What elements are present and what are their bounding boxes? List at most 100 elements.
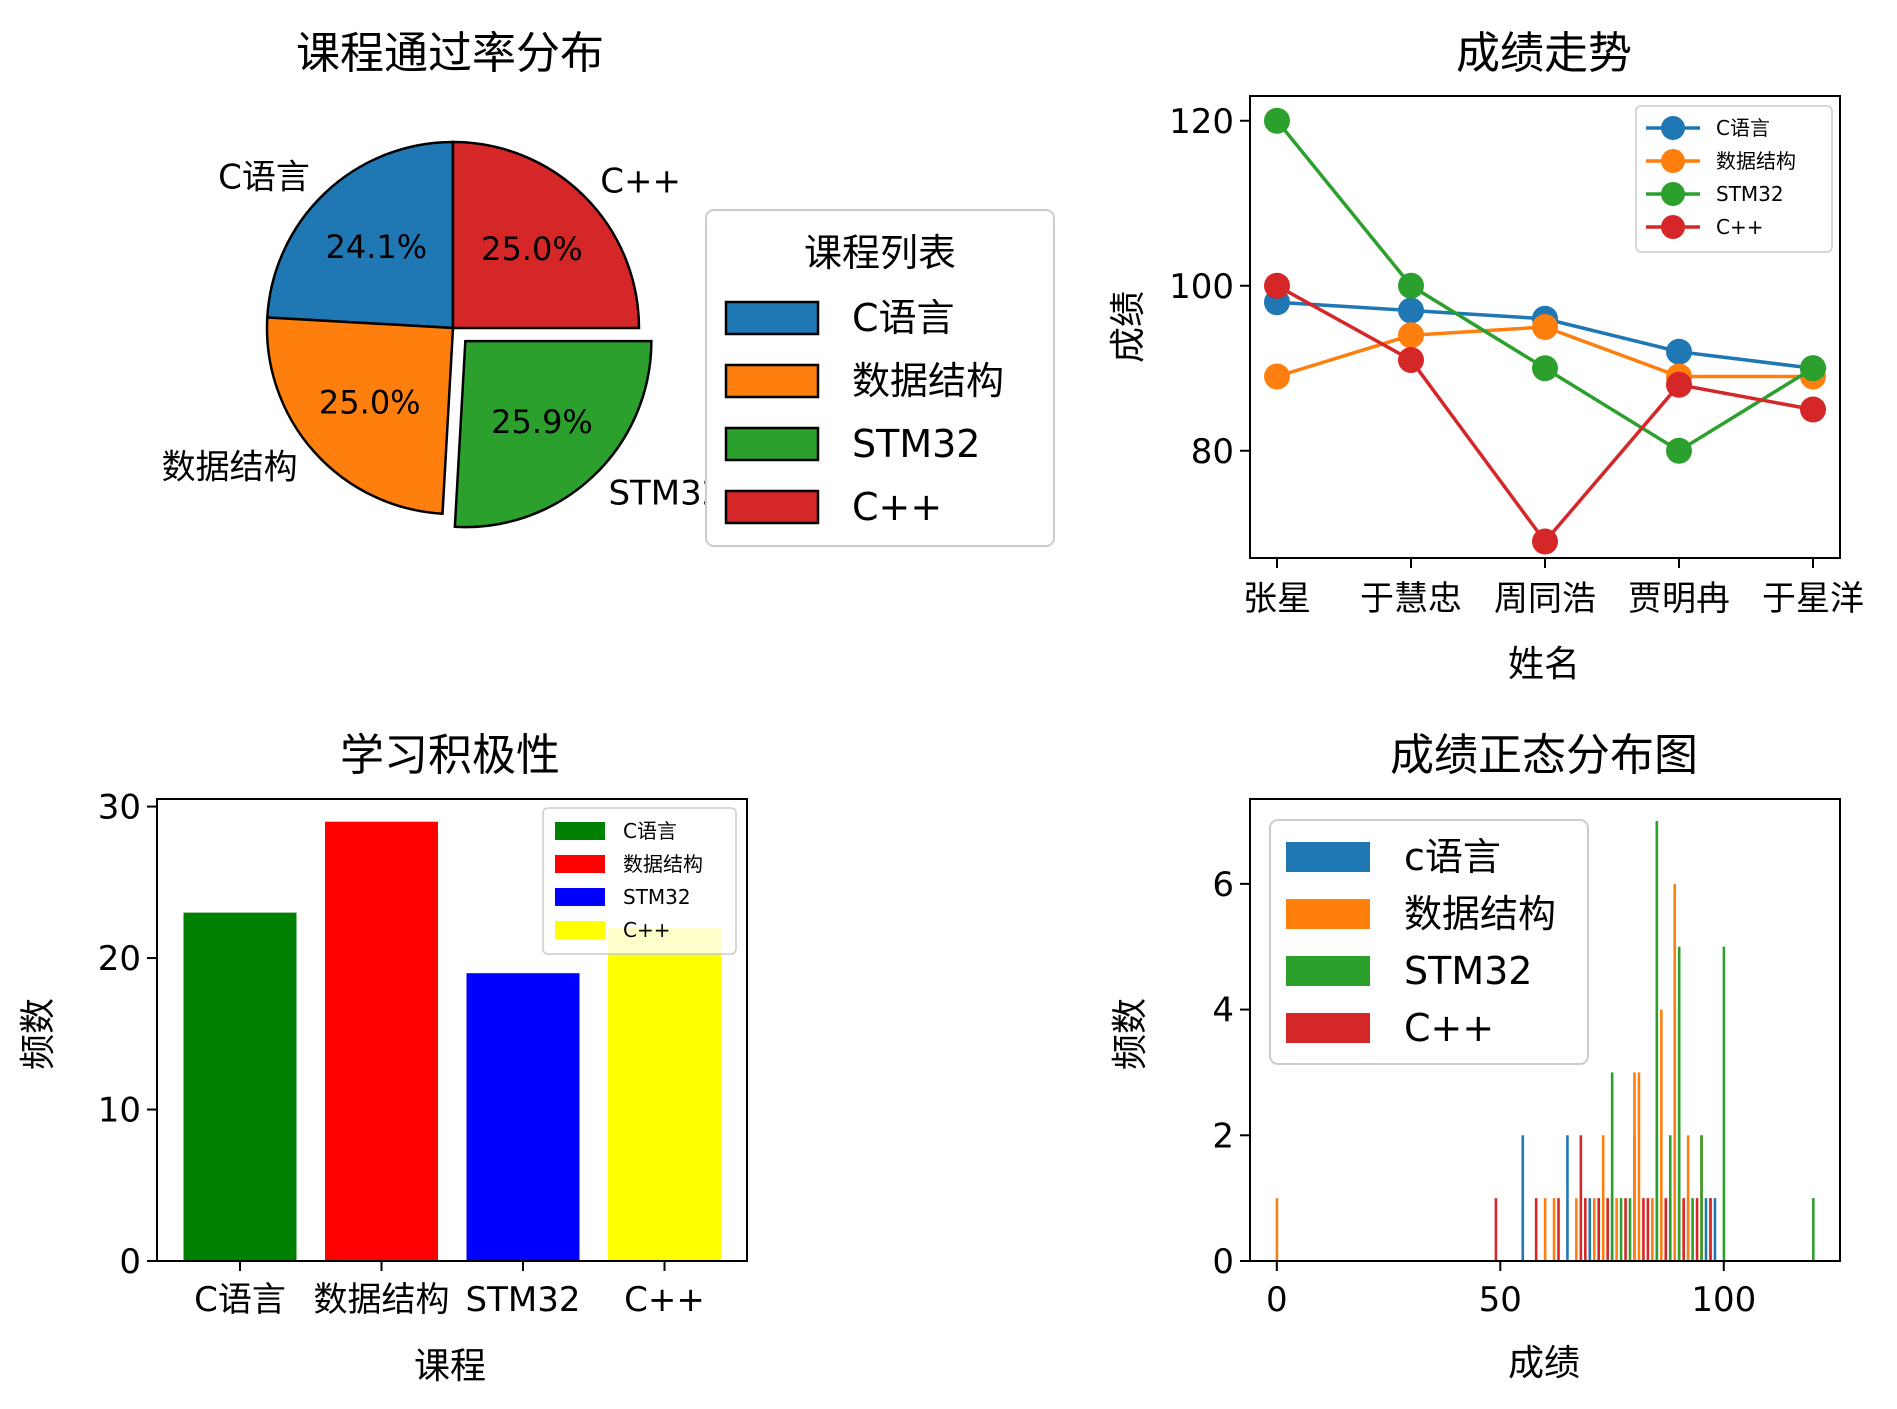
hist-bar-3-7 [1624,1198,1627,1261]
hist-ytick-label-1: 2 [1212,1116,1234,1156]
hist-bar-2-4 [1655,821,1659,1261]
pie-pct-label-2: 25.9% [491,403,593,441]
pie-legend-label-2: STM32 [852,422,980,466]
hist-bar-3-12 [1695,1198,1699,1261]
pie-title: 课程通过率分布 [296,28,604,79]
line-panel: 成绩走势 张星 于慧忠 周同浩 贾明冉 于星洋 80 100 120 姓名 成绩 C语言数据结… [1108,28,1864,685]
bar-legend-swatch-0 [555,822,605,840]
line-point-1-1 [1398,322,1424,349]
bar-1 [325,821,438,1261]
line-xlabel: 姓名 [1508,644,1580,685]
hist-bar-1-13 [1686,1135,1690,1261]
pie-legend-label-1: 数据结构 [852,359,1004,403]
line-legend-label-1: 数据结构 [1716,149,1796,173]
hist-bar-2-9 [1722,946,1726,1261]
line-point-3-4 [1800,396,1826,423]
hist-bar-1-3 [1575,1198,1578,1261]
line-title: 成绩走势 [1456,28,1632,79]
hist-bar-0-11 [1713,1198,1717,1261]
hist-ytick-label-0: 0 [1212,1242,1234,1282]
line-legend-marker-1 [1661,149,1685,173]
hist-ytick-label-2: 4 [1212,991,1234,1031]
pie-slice-1 [265,316,455,516]
line-point-0-1 [1398,297,1424,324]
bar-legend-label-2: STM32 [623,885,691,909]
bar-legend-swatch-1 [555,855,605,873]
hist-title: 成绩正态分布图 [1390,730,1698,781]
bar-ytick-label-1: 10 [98,1091,141,1131]
hist-bar-1-11 [1673,883,1677,1261]
pie-legend-title: 课程列表 [804,231,956,275]
hist-bar-1-1 [1543,1198,1547,1261]
pie-category-label-1: 数据结构 [162,448,298,488]
hist-bar-2-2 [1619,1198,1623,1261]
bar-legend-swatch-3 [555,921,605,939]
hist-bar-2-6 [1677,946,1681,1261]
hist-ytick-label-3: 6 [1212,865,1234,905]
line-legend-label-3: C++ [1716,215,1763,239]
pie-pct-label-1: 25.0% [319,383,421,421]
line-ytick-label-1: 100 [1169,267,1234,307]
hist-bar-2-7 [1691,1198,1694,1261]
hist-bar-2-5 [1668,1135,1672,1261]
line-point-2-2 [1532,355,1558,382]
pie-slice-2 [453,339,653,529]
pie-pct-label-0: 24.1% [326,228,428,266]
line-point-3-1 [1398,347,1424,373]
pie-legend-swatch-2 [724,426,820,462]
hist-bar-1-7 [1633,1072,1636,1261]
pie-legend-frame [705,209,1055,547]
hist-xlabel: 成绩 [1508,1343,1580,1384]
hist-bar-2-10 [1811,1198,1815,1261]
line-xtick-label-0: 张星 [1243,579,1311,619]
hist-legend-label-0: c语言 [1404,835,1501,879]
hist-bar-3-11 [1682,1198,1685,1261]
pie-category-label-3: C++ [600,162,681,202]
bar-title: 学习积极性 [340,730,560,781]
bar-legend-frame [542,807,737,955]
line-ytick-label-0: 80 [1191,432,1234,472]
hist-legend-swatch-3 [1286,1013,1370,1043]
bar-ylabel: 频数 [18,998,59,1070]
pie-category-label-0: C语言 [218,158,310,198]
line-point-2-4 [1800,355,1826,382]
hist-bar-1-10 [1660,1009,1663,1261]
hist-bar-0-9 [1704,1198,1708,1261]
bar-ytick-label-3: 30 [98,788,141,828]
bar-legend-label-3: C++ [623,918,670,942]
bar-ytick-label-2: 20 [98,939,141,979]
line-point-1-2 [1532,314,1558,340]
bar-xlabel: 课程 [414,1346,486,1387]
line-legend-marker-0 [1661,116,1685,140]
line-legend-marker-3 [1661,215,1685,239]
hist-bar-3-4 [1584,1198,1587,1261]
hist-bar-0-2 [1588,1198,1592,1261]
hist-ylabel: 频数 [1110,998,1151,1070]
line-legend-label-0: C语言 [1716,116,1770,140]
hist-xtick-label-0: 0 [1266,1280,1288,1320]
hist-bar-3-3 [1579,1135,1583,1261]
hist-legend-label-2: STM32 [1404,949,1532,993]
hist-legend-label-3: C++ [1404,1006,1494,1050]
hist-bar-1-9 [1651,1198,1654,1261]
line-point-3-2 [1532,528,1558,555]
hist-bar-0-0 [1521,1135,1525,1261]
pie-legend-label-3: C++ [852,485,942,529]
line-xtick-label-1: 于慧忠 [1360,579,1462,619]
bar-xtick-label-1: 数据结构 [314,1280,450,1320]
pie-slices [265,140,653,529]
hist-axes-frame [1249,798,1841,1262]
bar-axes-frame [156,798,748,1262]
line-ylabel: 成绩 [1108,291,1149,363]
pie-panel: 课程通过率分布 24.1% C语言 25.0% 数据结构 25.9% STM32 25.0%… [162,28,1055,547]
pie-category-label-2: STM32 [608,473,723,513]
bar-3 [608,927,721,1261]
hist-bar-3-5 [1597,1198,1601,1261]
bar-legend-label-1: 数据结构 [623,852,703,876]
line-point-3-3 [1666,371,1692,398]
